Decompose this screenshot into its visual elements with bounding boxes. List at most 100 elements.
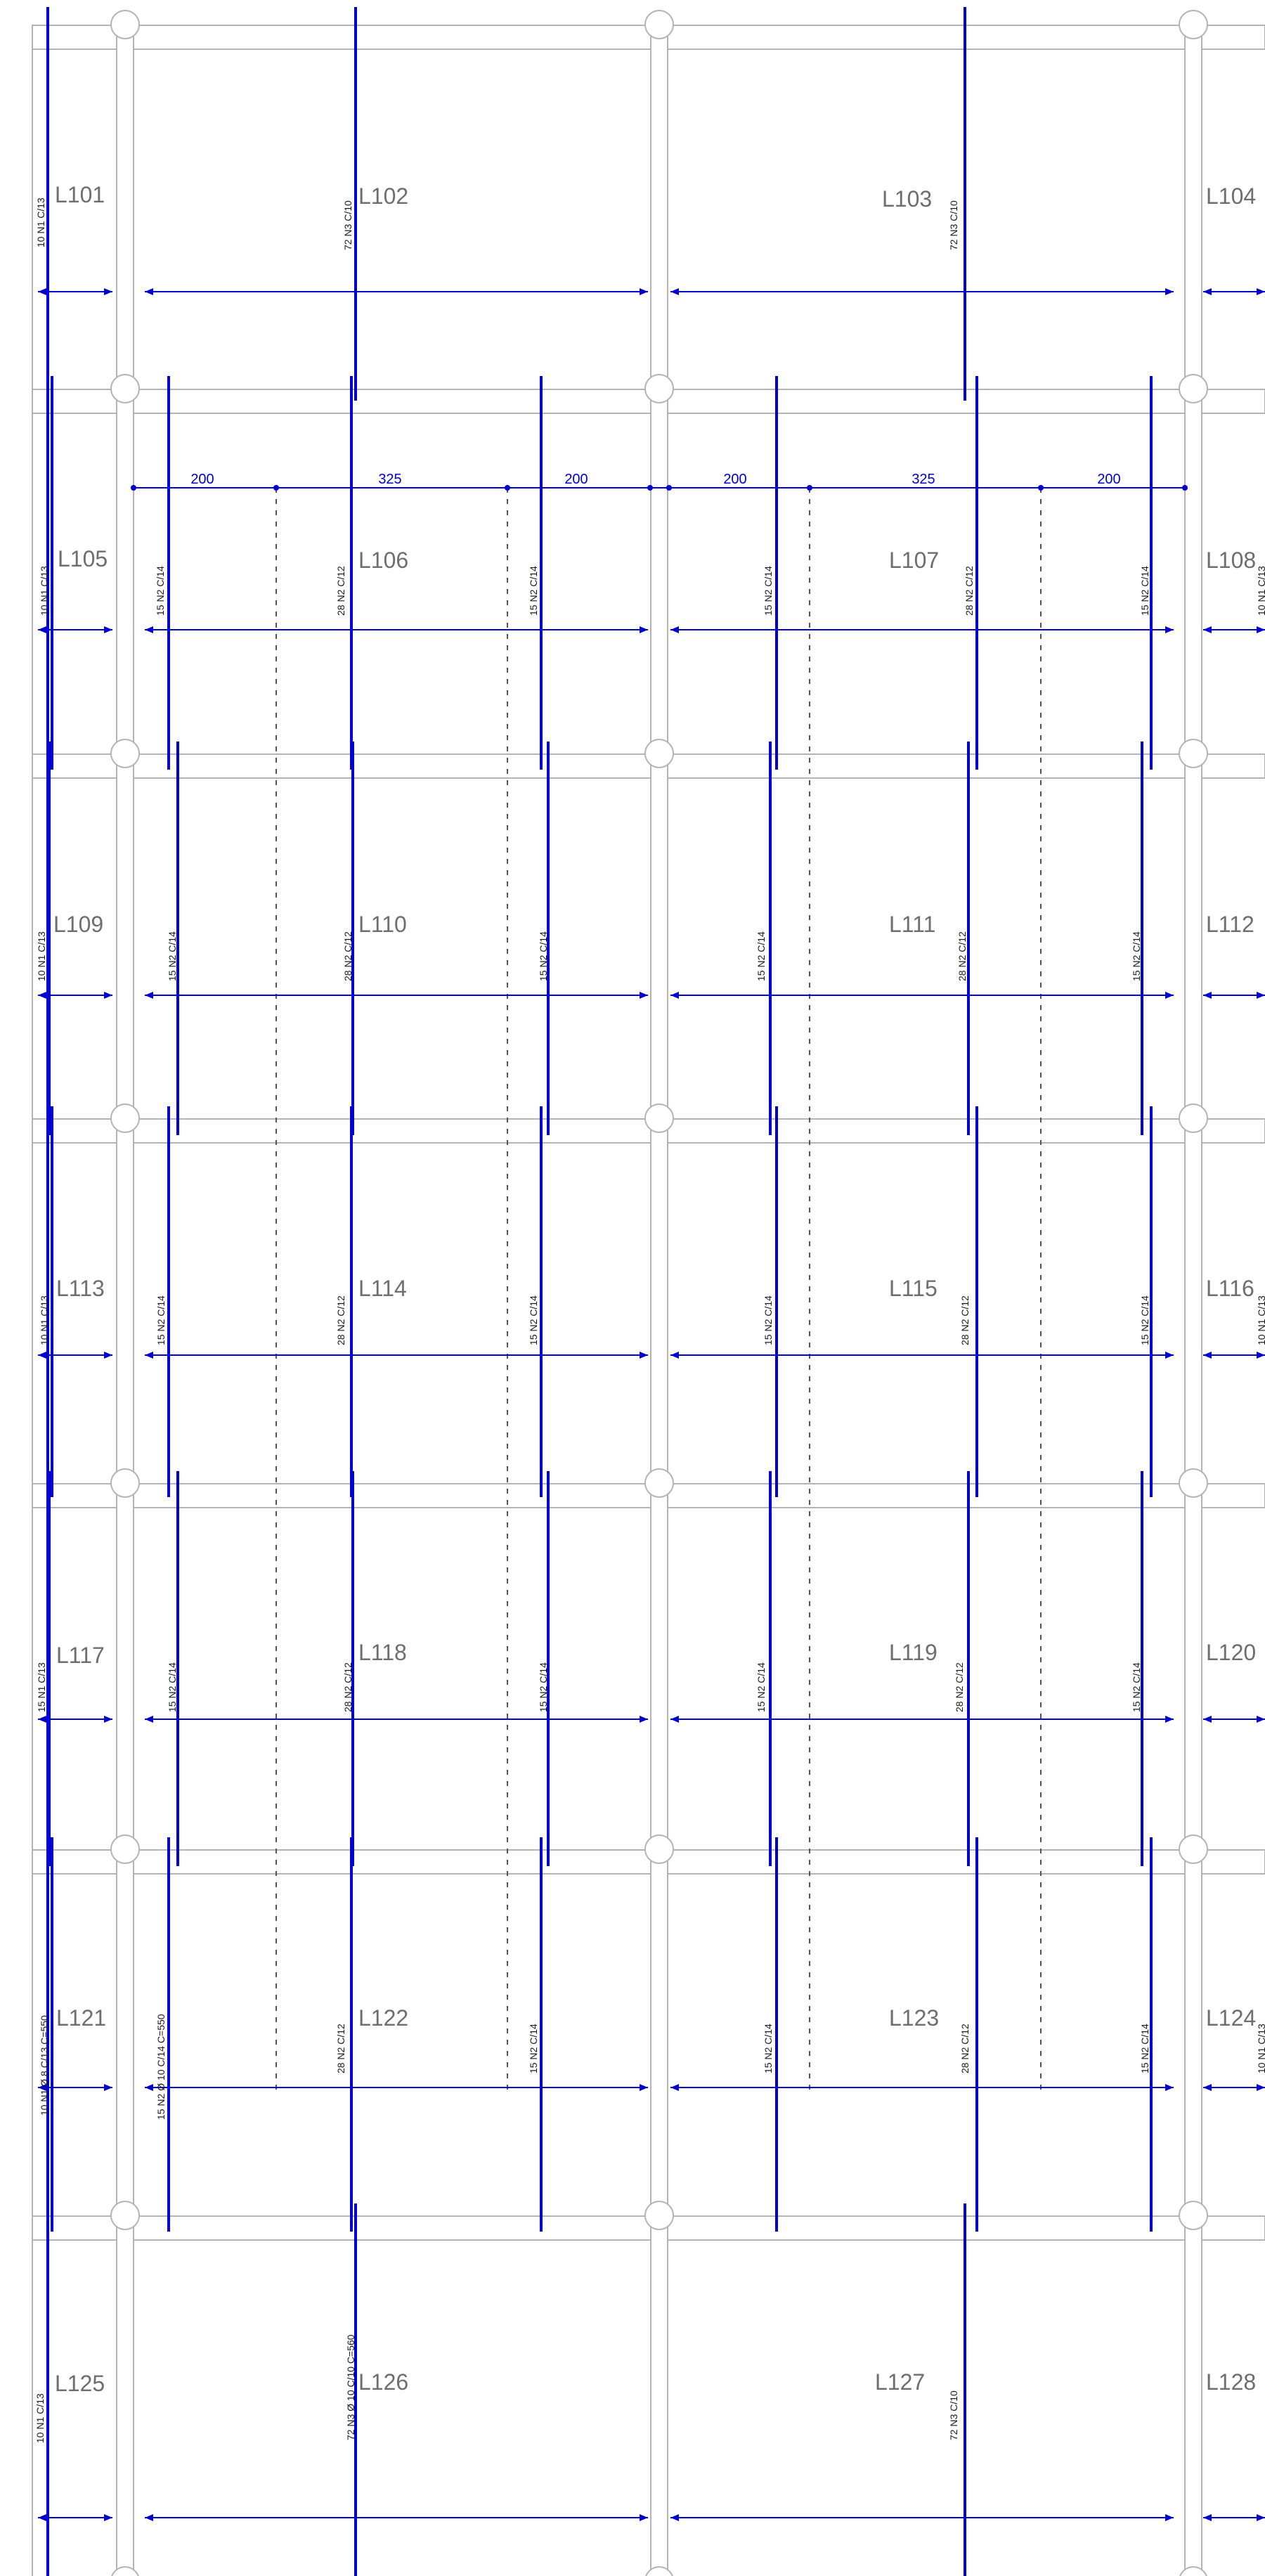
slab-label-L109: L109 [53, 912, 103, 937]
rebar-label-left-edge: 10 N1 C/13 [36, 931, 47, 981]
slab-label-L114: L114 [358, 1276, 407, 1301]
column-node [644, 1468, 674, 1498]
column-node [111, 2566, 139, 2576]
rebar-label-center-strip: 28 N2 C/12 [954, 1662, 965, 1712]
column-node [110, 374, 140, 403]
column-node [110, 1468, 140, 1498]
rebar-label-left-edge: 15 N1 C/13 [36, 1662, 47, 1712]
rebar-label-side-strip: 15 N2 C/14 [1139, 2024, 1150, 2073]
column-node [1179, 2566, 1207, 2576]
rebar-label-left-edge: 10 N1 C/13 [35, 198, 46, 247]
slab-label-L128: L128 [1206, 2369, 1256, 2395]
slab-label-L124: L124 [1206, 2005, 1256, 2031]
distribution-bar-arrow [1257, 2514, 1265, 2521]
column-node [644, 1834, 674, 1864]
column-node [1179, 1834, 1208, 1864]
column-outline [1184, 13, 1202, 2576]
distribution-bar-arrow [670, 992, 679, 999]
slab-label-L121: L121 [56, 2005, 106, 2031]
distribution-bar-arrow [38, 1716, 46, 1723]
column-node [110, 10, 140, 39]
distribution-bar-arrow [640, 2514, 648, 2521]
distribution-bar-arrow [104, 1352, 112, 1359]
rebar-label-right-edge: 10 N1 C/13 [1256, 2024, 1265, 2073]
rebar-label-end: 72 N3 C/10 [342, 200, 353, 250]
distribution-bar-arrow [640, 1716, 648, 1723]
slab-label-L112: L112 [1206, 912, 1254, 937]
rebar-label-right-edge: 10 N1 C/13 [1256, 566, 1265, 616]
distribution-bar-arrow [1257, 1716, 1265, 1723]
distribution-bar-arrow [1203, 1352, 1212, 1359]
rebar-label-side-strip: 15 N2 C/14 [528, 566, 539, 616]
column-node [110, 1834, 140, 1864]
slab-label-L102: L102 [358, 183, 408, 209]
distribution-bar-arrow [1257, 626, 1265, 633]
column-node [644, 10, 674, 39]
dimension-label: 325 [912, 472, 935, 487]
rebar-label-side-strip: 15 N2 C/14 [755, 1662, 767, 1712]
distribution-bar-arrow [1257, 992, 1265, 999]
slab-label-L126: L126 [358, 2369, 408, 2395]
slab-label-L118: L118 [358, 1640, 407, 1665]
slab-label-L103: L103 [882, 186, 932, 212]
distribution-bar-arrow [1203, 992, 1212, 999]
rebar-label-side-strip: 15 N2 C/14 [1131, 931, 1142, 981]
rebar-label-right-edge: 10 N1 C/13 [1256, 1295, 1265, 1345]
distribution-bar-arrow [1203, 2084, 1212, 2091]
distribution-bar-arrow [104, 288, 112, 295]
beam-outlines [32, 25, 1265, 2241]
rebar-label-side-strip: 15 N2 C/14 [763, 566, 774, 616]
distribution-bar-arrow [1257, 288, 1265, 295]
distribution-bar-arrow [1165, 626, 1174, 633]
distribution-bar-arrow [670, 288, 679, 295]
rebar-label-end: 72 N3 C/10 [948, 2390, 959, 2440]
slab-label-L123: L123 [889, 2005, 939, 2031]
dimension-label: 200 [190, 472, 214, 487]
distribution-bar-arrow [640, 2084, 648, 2091]
distribution-bar-arrow [1165, 1716, 1174, 1723]
column-node [644, 2201, 674, 2230]
rebar-label-center-strip: 28 N2 C/12 [964, 566, 975, 616]
slab-label-L116: L116 [1206, 1276, 1254, 1301]
slab-label-L115: L115 [889, 1276, 938, 1301]
slab-label-L119: L119 [889, 1640, 938, 1665]
slab-label-L122: L122 [358, 2005, 408, 2031]
slab-label-L125: L125 [55, 2371, 105, 2396]
distribution-bar-arrow [670, 626, 679, 633]
rebar-label-end: 72 N3 Ø 10 C/10 C=560 [345, 2334, 356, 2440]
slab-label-L127: L127 [875, 2369, 925, 2395]
distribution-bar-arrow [104, 626, 112, 633]
distribution-bar-arrow [38, 992, 46, 999]
distribution-bar-arrow [104, 992, 112, 999]
column-outline [650, 13, 668, 2576]
distribution-bar-arrow [640, 1352, 648, 1359]
dimension-tick [1038, 485, 1044, 491]
column-node [110, 2201, 140, 2230]
rebar-label-side-strip: 15 N2 C/14 [155, 566, 166, 616]
column-node [644, 1103, 674, 1133]
dimension-label: 200 [564, 472, 588, 487]
distribution-bar-arrow [1165, 992, 1174, 999]
rebar-label-end: 72 N3 C/10 [948, 200, 959, 250]
dimension-tick [1182, 485, 1188, 491]
slab-label-L117: L117 [56, 1643, 105, 1668]
rebar-label-side-strip: 15 N2 C/14 [538, 1662, 549, 1712]
slab-label-L106: L106 [358, 548, 408, 573]
rebar-label-side-strip: 15 N2 C/14 [167, 1662, 178, 1712]
slab-labels: L101 L102 L103 L104 L105 L106 L107 L108 … [53, 182, 1256, 2396]
rebar-label-left-edge: 10 N1 Ø 8 C/13 C=550 [39, 2015, 50, 2116]
distribution-bar-arrow [38, 2514, 46, 2521]
column-node [1179, 10, 1208, 39]
distribution-bar-arrow [670, 1716, 679, 1723]
slab-label-L105: L105 [58, 546, 108, 571]
rebar-labels: 10 N1 C/13 72 N3 C/10 72 N3 C/10 10 N1 C… [34, 198, 1265, 2443]
rebar-label-left-edge: 10 N1 C/13 [39, 566, 50, 616]
rebar-label-side-strip: 15 N2 C/14 [763, 2024, 774, 2073]
distribution-bar-arrow [1203, 626, 1212, 633]
rebar-label-side-strip: 15 N2 C/14 [538, 931, 549, 981]
rebar-label-side-strip: 15 N2 C/14 [763, 1295, 774, 1345]
distribution-bar-arrow [145, 626, 153, 633]
distribution-bar-arrow [1165, 2084, 1174, 2091]
slab-label-L107: L107 [889, 548, 939, 573]
